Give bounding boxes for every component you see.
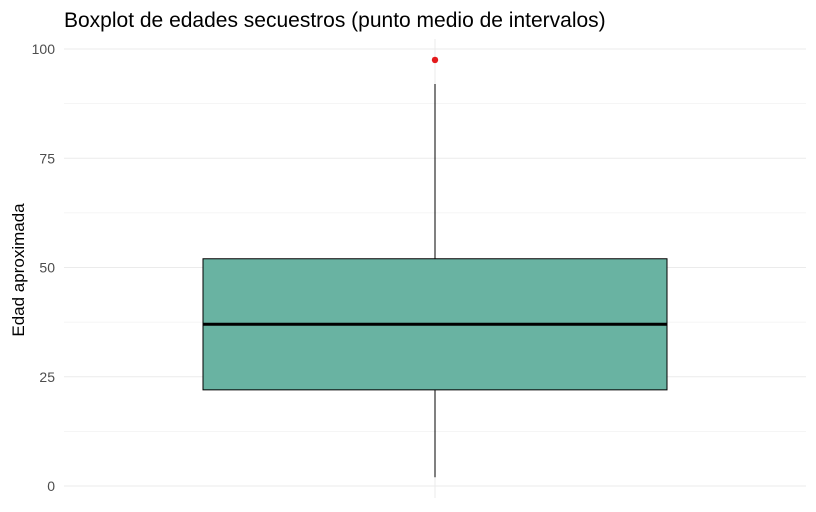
- y-axis-title: Edad aproximada: [9, 203, 28, 337]
- box-layer: [202, 56, 668, 478]
- y-tick-label: 50: [39, 260, 55, 276]
- y-tick-label: 0: [47, 478, 55, 494]
- axis-layer: 0 25 50 75 100: [32, 41, 56, 494]
- y-tick-label: 100: [32, 41, 56, 57]
- chart-title: Boxplot de edades secuestros (punto medi…: [64, 9, 606, 32]
- outlier-point: [431, 56, 439, 64]
- y-tick-label: 75: [39, 150, 55, 166]
- y-tick-label: 25: [39, 369, 55, 385]
